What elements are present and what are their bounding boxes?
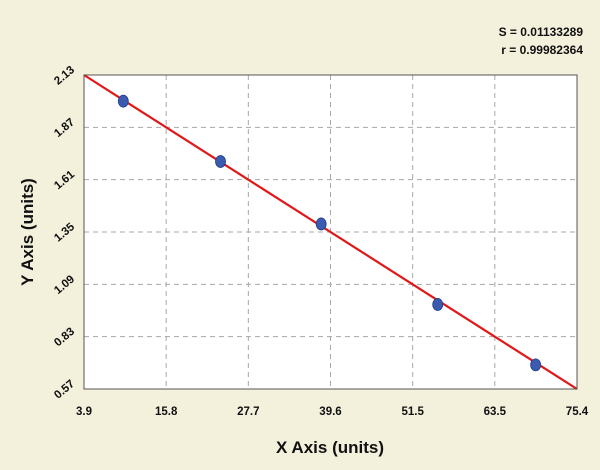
data-point	[315, 217, 327, 231]
y-tick-label: 0.83	[52, 326, 77, 350]
y-tick-label: 1.09	[52, 273, 77, 297]
s-statistic-label: S = 0.01133289	[499, 25, 584, 39]
r-statistic-label: r = 0.99982364	[501, 43, 583, 57]
fit-line-layer	[83, 74, 578, 390]
data-point	[117, 94, 129, 108]
x-tick-label: 51.5	[401, 406, 424, 418]
x-tick-label: 15.8	[155, 406, 178, 418]
y-tick-label: 0.57	[52, 378, 77, 402]
plot-frame	[83, 74, 578, 390]
x-tick-label: 63.5	[484, 406, 507, 418]
x-tick-label: 3.9	[76, 406, 92, 418]
y-tick-label: 1.35	[52, 221, 77, 245]
data-point	[432, 298, 444, 311]
y-tick-label: 2.13	[52, 64, 77, 88]
y-tick-label: 1.61	[52, 168, 77, 192]
y-tick-label: 1.87	[52, 116, 77, 140]
y-axis-title: Y Axis (units)	[18, 178, 37, 286]
data-point	[215, 155, 226, 168]
data-point	[530, 358, 542, 372]
x-axis-title: X Axis (units)	[276, 438, 384, 457]
data-points	[117, 94, 542, 372]
x-tick-label: 39.6	[319, 406, 341, 418]
x-tick-label: 75.4	[566, 406, 589, 418]
regression-line	[83, 74, 578, 390]
x-tick-label: 27.7	[237, 406, 259, 418]
